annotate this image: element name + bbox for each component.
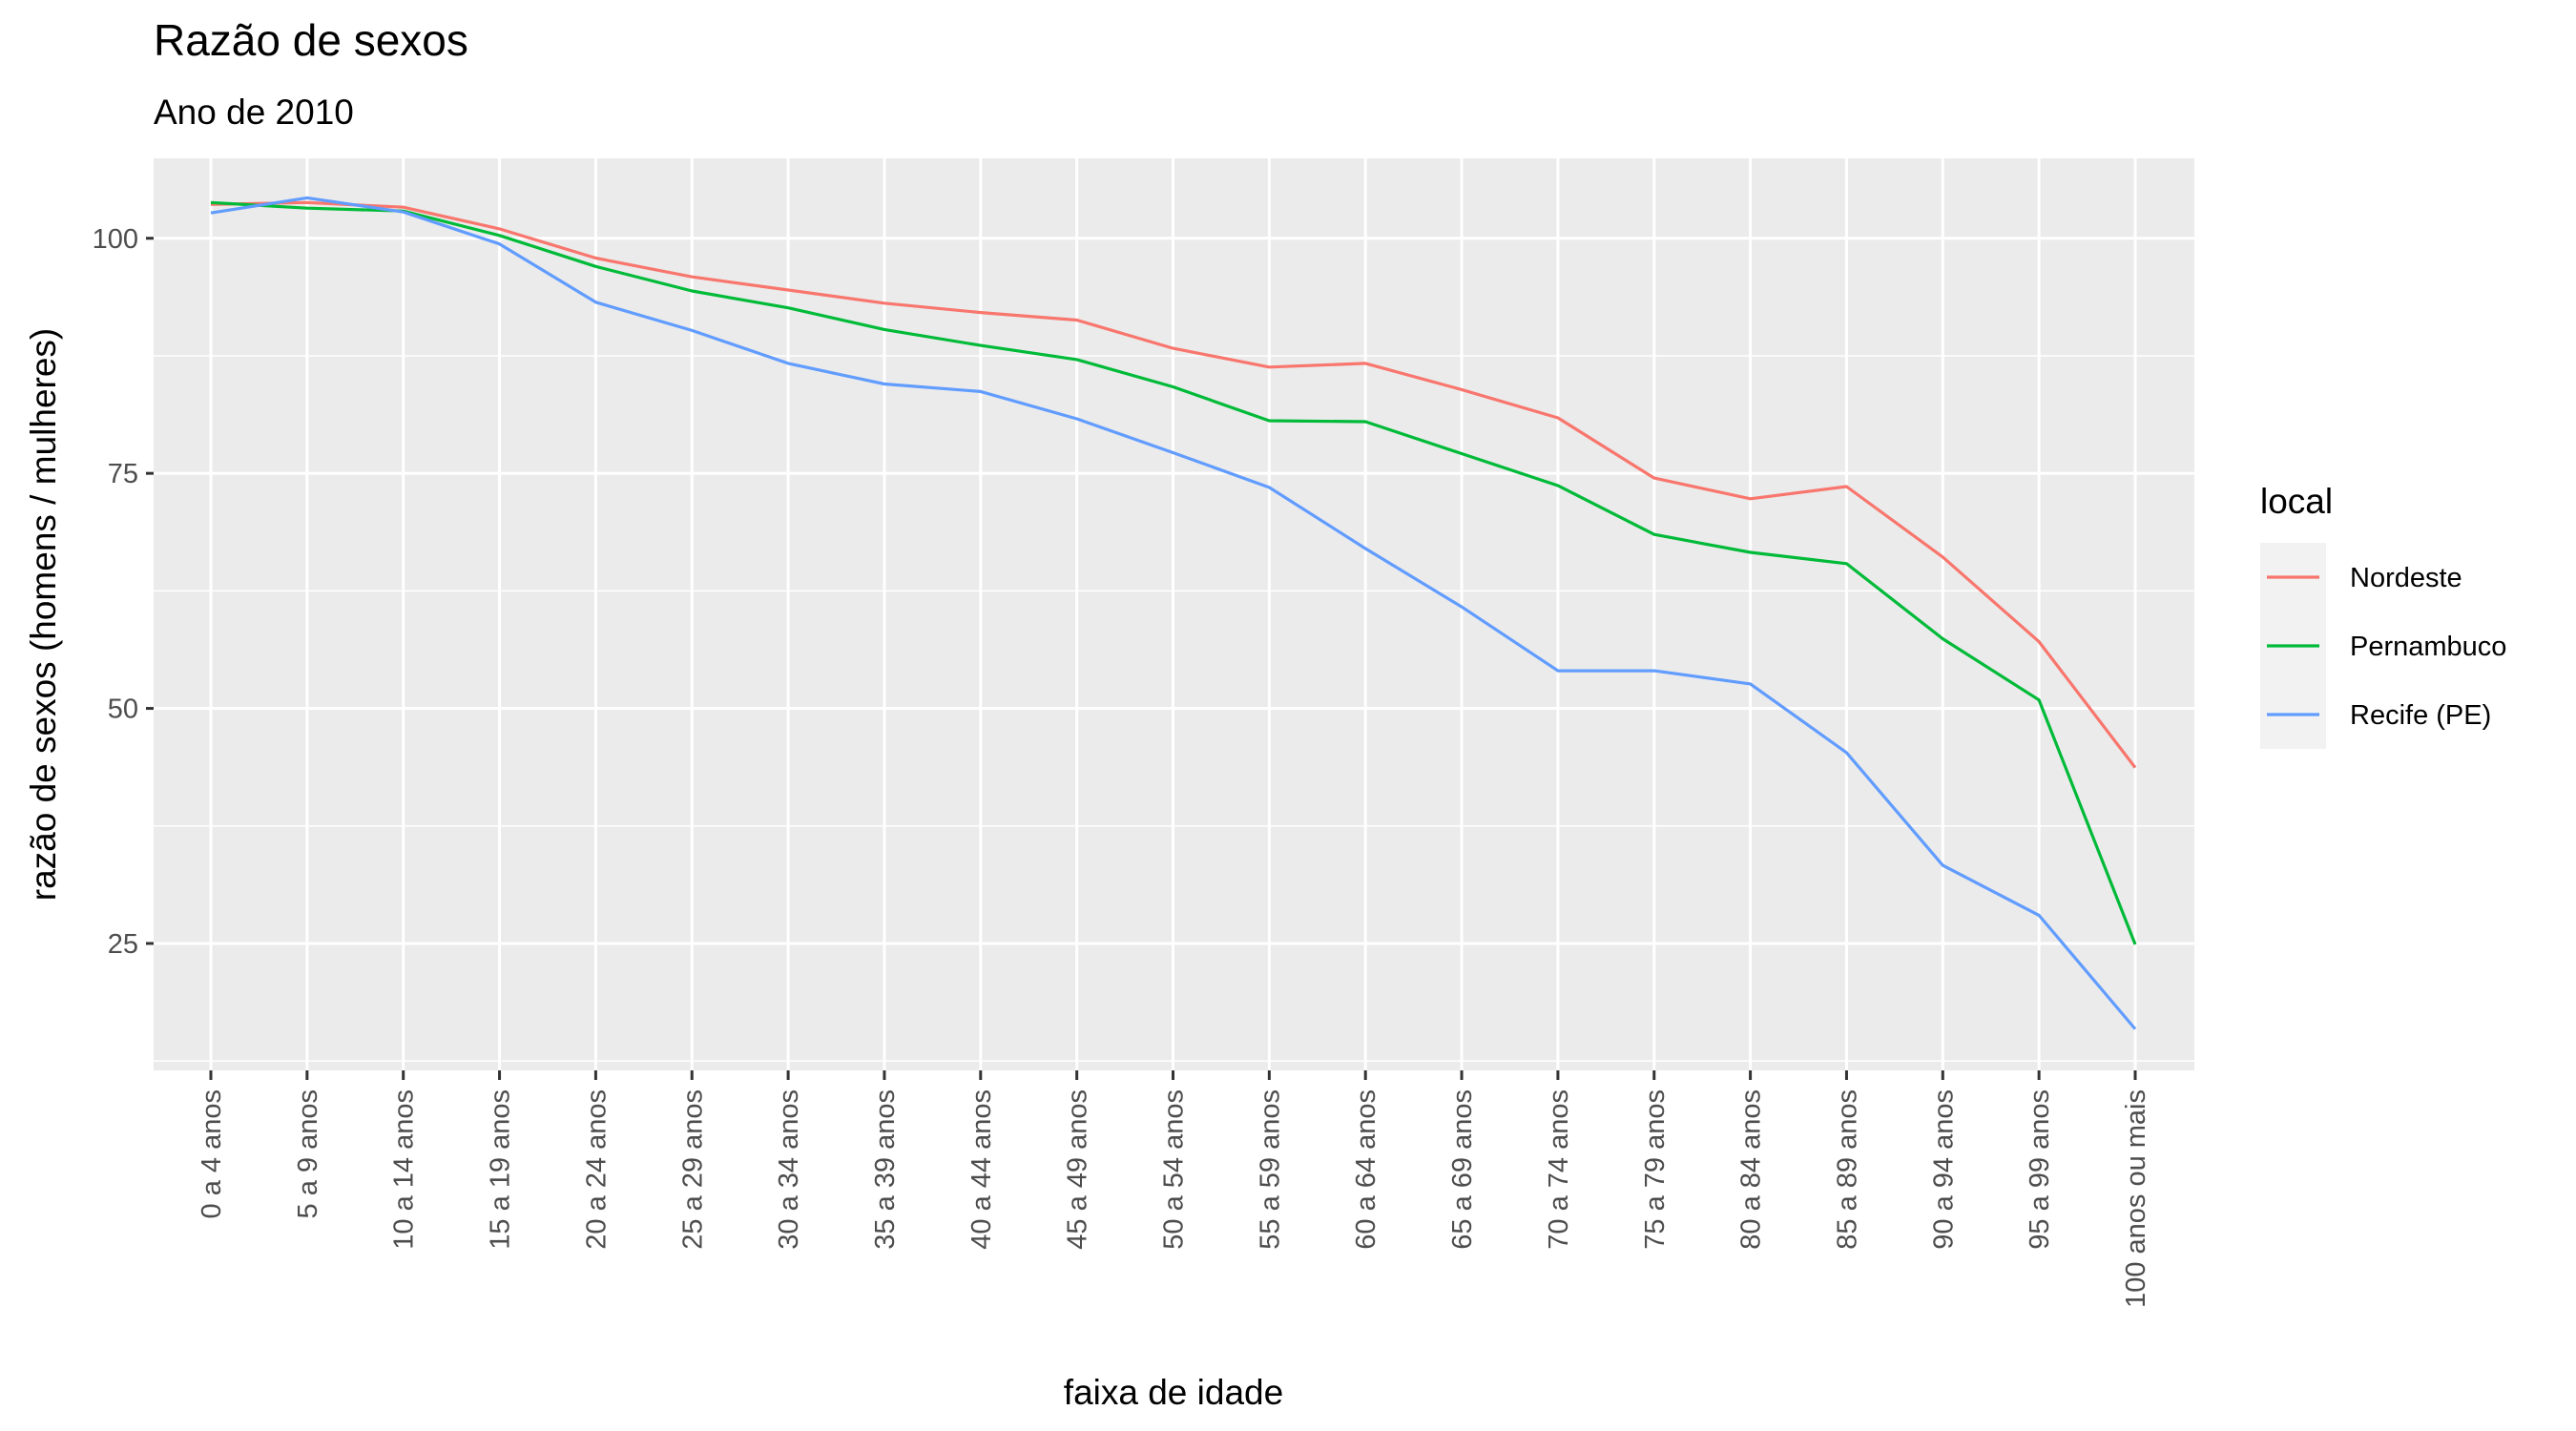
x-tick-label-18: 90 a 94 anos bbox=[1928, 1089, 1959, 1250]
x-tick-label-19: 95 a 99 anos bbox=[2025, 1089, 2055, 1250]
x-tick-label-2: 10 a 14 anos bbox=[389, 1089, 420, 1250]
x-tick-label-14: 70 a 74 anos bbox=[1544, 1089, 1574, 1250]
x-tick-label-8: 40 a 44 anos bbox=[966, 1089, 997, 1250]
y-tick-label-3: 100 bbox=[93, 224, 138, 255]
x-tick-label-5: 25 a 29 anos bbox=[677, 1089, 708, 1250]
x-tick-label-17: 85 a 89 anos bbox=[1832, 1089, 1862, 1250]
x-tick-label-6: 30 a 34 anos bbox=[774, 1089, 804, 1250]
grid-major bbox=[154, 158, 2194, 1070]
x-tick-label-4: 20 a 24 anos bbox=[581, 1089, 612, 1250]
x-tick-label-10: 50 a 54 anos bbox=[1159, 1089, 1190, 1250]
series-lines bbox=[210, 196, 2137, 1030]
x-tick-label-3: 15 a 19 anos bbox=[486, 1089, 516, 1250]
y-axis: 25 50 75 100 bbox=[93, 224, 154, 960]
x-tick-label-12: 60 a 64 anos bbox=[1351, 1089, 1381, 1250]
legend-label-2: Recife (PE) bbox=[2350, 700, 2491, 731]
y-tick-label-1: 50 bbox=[108, 695, 138, 725]
chart-title: Razão de sexos bbox=[154, 15, 468, 65]
legend: local Nordeste Pernambuco Recife (PE) bbox=[2260, 482, 2506, 749]
series-line-pernambuco bbox=[210, 200, 2137, 945]
y-tick-label-0: 25 bbox=[108, 929, 138, 960]
chart-subtitle: Ano de 2010 bbox=[154, 93, 354, 132]
y-axis-title: razão de sexos (homens / mulheres) bbox=[24, 328, 63, 902]
x-tick-label-15: 75 a 79 anos bbox=[1640, 1089, 1671, 1250]
x-tick-label-1: 5 a 9 anos bbox=[293, 1089, 323, 1218]
series-line-recife-pe bbox=[210, 196, 2137, 1030]
x-tick-label-13: 65 a 69 anos bbox=[1447, 1089, 1478, 1250]
series-line-nordeste bbox=[210, 200, 2137, 769]
x-tick-label-7: 35 a 39 anos bbox=[870, 1089, 901, 1250]
x-tick-label-20: 100 anos ou mais bbox=[2121, 1089, 2151, 1308]
x-tick-label-16: 80 a 84 anos bbox=[1736, 1089, 1767, 1250]
x-tick-label-11: 55 a 59 anos bbox=[1255, 1089, 1285, 1250]
x-axis: 0 a 4 anos 5 a 9 anos 10 a 14 anos 15 a 19 … bbox=[197, 1070, 2151, 1308]
x-axis-title: faixa de idade bbox=[1064, 1373, 1283, 1412]
legend-label-0: Nordeste bbox=[2350, 563, 2462, 593]
x-tick-label-0: 0 a 4 anos bbox=[197, 1089, 227, 1218]
legend-label-1: Pernambuco bbox=[2350, 632, 2506, 662]
x-tick-label-9: 45 a 49 anos bbox=[1063, 1089, 1093, 1250]
y-tick-label-2: 75 bbox=[108, 459, 138, 489]
legend-title: local bbox=[2260, 482, 2333, 521]
